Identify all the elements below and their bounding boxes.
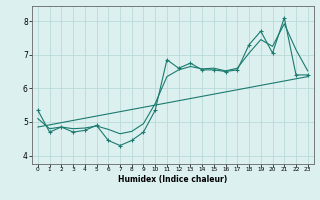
X-axis label: Humidex (Indice chaleur): Humidex (Indice chaleur) (118, 175, 228, 184)
